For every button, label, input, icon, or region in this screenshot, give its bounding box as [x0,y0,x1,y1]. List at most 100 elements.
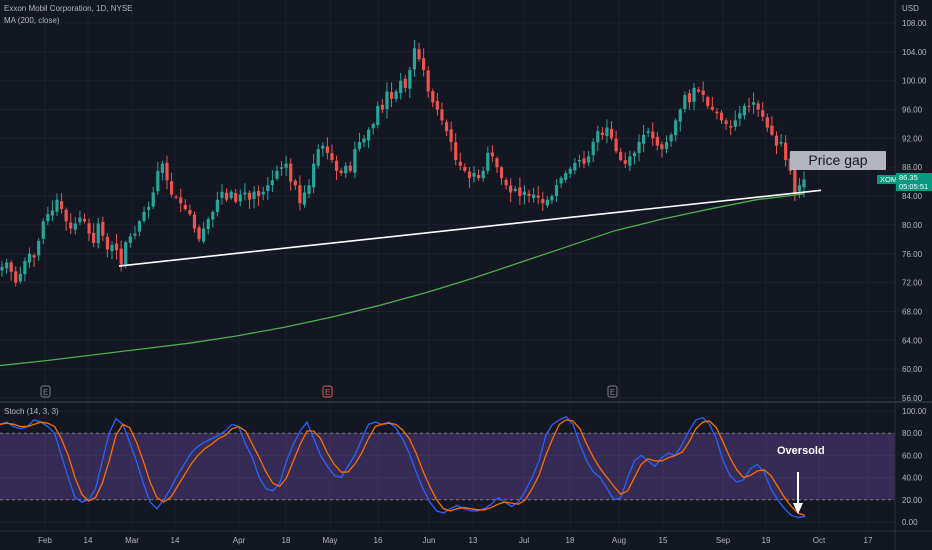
candle-body [518,187,522,197]
time-tick-label: 14 [171,536,180,545]
candle-body [793,169,797,193]
candle-body [238,194,242,202]
candle-body [797,185,802,192]
candle-body [211,211,215,220]
time-tick-label: 18 [566,536,575,545]
candle-body [316,149,320,166]
candle-body [257,190,261,197]
candle-body [440,109,444,121]
time-tick-label: 19 [762,536,771,545]
candlestick-series [0,39,806,287]
time-tick-label: 18 [282,536,291,545]
stoch-overbought-oversold-band [0,433,895,500]
candle-body [664,141,669,149]
candle-body [137,221,142,232]
candle-body [289,163,293,182]
candle-body [422,58,426,70]
candle-body [692,87,696,102]
price-tick-label: 64.00 [902,336,923,345]
stoch-indicator-label[interactable]: Stoch (14, 3, 3) [4,407,59,416]
earnings-icon-label: E [325,388,330,397]
stoch-k-line [0,415,806,519]
stoch-d-line [0,419,806,516]
candle-body [669,134,673,142]
candle-body [802,179,806,188]
candle-body [243,192,247,195]
candle-body [261,191,265,195]
candle-body [174,196,178,198]
stoch-axis[interactable]: 100.00 80.00 60.00 40.00 20.00 0.00 [902,407,927,527]
earnings-icon [40,385,51,398]
candle-body [169,181,174,195]
grid-lines [0,0,895,531]
candle-body [495,158,499,168]
candle-body [215,199,219,213]
candle-body [509,185,513,193]
candle-body [348,165,352,171]
time-tick-label: 14 [84,536,93,545]
candle-body [220,191,224,198]
time-tick-label: Feb [38,536,52,545]
candle-body [454,142,458,161]
candle-body [266,185,270,191]
time-tick-label: 16 [374,536,383,545]
candle-body [554,185,559,197]
candle-body [307,185,311,194]
price-tick-label: 100.00 [902,77,927,86]
ma200-line [0,193,805,367]
candle-body [119,248,123,265]
last-price: 86.35 [899,173,918,182]
candle-body [532,194,536,198]
price-gap-annotation[interactable]: Price gap [790,151,886,170]
candle-body [431,91,435,103]
candle-body [774,135,779,146]
ticker-tag: XOM [877,175,901,184]
time-tick-label: Apr [233,536,246,545]
time-axis[interactable]: Feb 14 Mar 14 Apr 18 May 16 Jun 13 Jul 18 Aug 15 Sep 19… [38,536,873,545]
candle-body [751,102,756,105]
symbol-title[interactable]: Exxon Mobil Corporation, 1D, NYSE [4,4,133,13]
candle-body [298,185,302,204]
support-trendline[interactable] [118,189,822,267]
candle-body [481,170,485,179]
price-tick-label: 80.00 [902,221,923,230]
candle-body [573,162,577,171]
candle-body [660,144,664,150]
candle-body [371,123,375,129]
candle-body [321,145,325,149]
candle-body [678,109,682,122]
candle-body [536,195,540,198]
candle-body [472,173,476,177]
candle-body [719,112,724,121]
price-tick-label: 56.00 [902,394,923,403]
candle-body [477,174,481,179]
candle-body [73,223,77,230]
time-tick-label: Sep [716,536,731,545]
candle-body [646,131,650,133]
candle-body [23,260,27,274]
earnings-icon [607,385,618,398]
candle-body [82,218,87,222]
candle-body [46,214,50,222]
candle-body [252,191,256,199]
ma-indicator-label[interactable]: MA (200, close) [4,16,60,25]
candle-body [114,243,119,251]
stoch-tick-label: 0.00 [902,518,918,527]
candle-body [293,180,297,186]
candle-body [399,80,403,94]
candle-body [596,131,600,143]
price-tick-label: 76.00 [902,250,923,259]
candle-body [747,105,751,107]
candle-body [412,48,417,70]
candle-body [389,92,394,99]
candle-body [582,158,586,164]
candle-body [463,166,467,171]
candle-body [206,219,210,229]
candle-body [490,152,494,157]
price-axis[interactable]: 108.00 104.00 100.00 96.00 92.00 88.00 84.00 80… [902,19,927,403]
candle-body [165,162,169,181]
candle-body [550,196,554,201]
oversold-annotation[interactable]: Oversold [777,445,825,457]
